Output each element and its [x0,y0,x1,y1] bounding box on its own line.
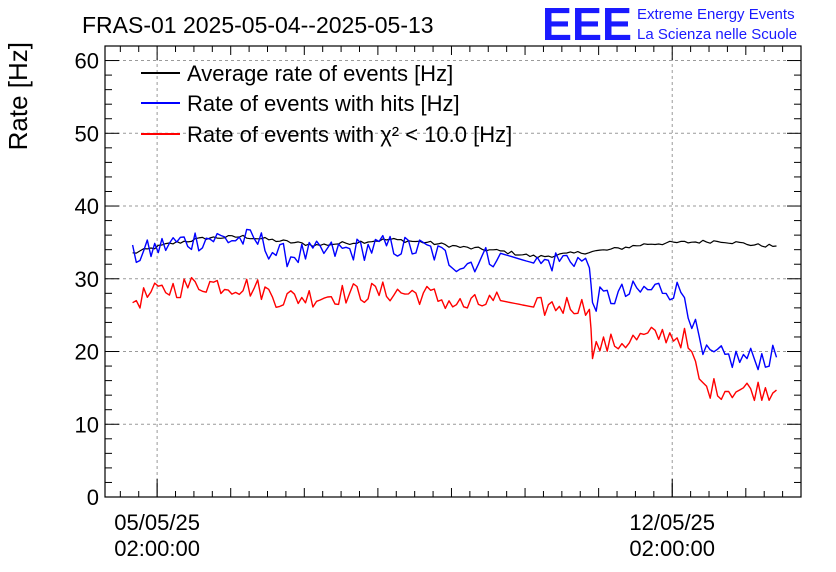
logo-letters: EEE [542,0,632,50]
legend: Average rate of events [Hz] Rate of event… [141,61,512,147]
grid-lines [105,46,801,497]
y-tick-label: 50 [75,121,99,146]
x-tick-label-time: 02:00:00 [114,536,200,561]
y-tick-label: 40 [75,194,99,219]
logo-line2: La Scienza nelle Scuole [637,26,797,43]
series-layer [131,228,778,402]
y-tick-label: 30 [75,267,99,292]
x-tick-label-date: 05/05/25 [114,510,200,535]
y-tick-label: 20 [75,340,99,365]
y-tick-label: 60 [75,49,99,74]
series-line-2 [132,276,777,402]
axis-ticks [105,45,802,498]
y-tick-label: 0 [87,485,99,510]
logo-line1: Extreme Energy Events [637,6,795,23]
chart-title: FRAS-01 2025-05-04--2025-05-13 [82,12,434,38]
tick-labels: 010203040506005/05/2502:00:0012/05/2502:… [75,49,716,561]
x-tick-label-time: 02:00:00 [629,536,715,561]
series-line-1 [131,228,778,371]
plot-frame [104,45,802,498]
legend-label-0: Average rate of events [Hz] [187,61,453,86]
legend-label-1: Rate of events with hits [Hz] [187,91,460,116]
eee-logo: EEE Extreme Energy Events La Scienza nel… [542,0,797,50]
y-axis-label: Rate [Hz] [3,42,33,150]
y-tick-label: 10 [75,412,99,437]
series-line-0 [132,234,777,259]
legend-label-2: Rate of events with χ² < 10.0 [Hz] [187,122,512,147]
x-tick-label-date: 12/05/25 [629,510,715,535]
